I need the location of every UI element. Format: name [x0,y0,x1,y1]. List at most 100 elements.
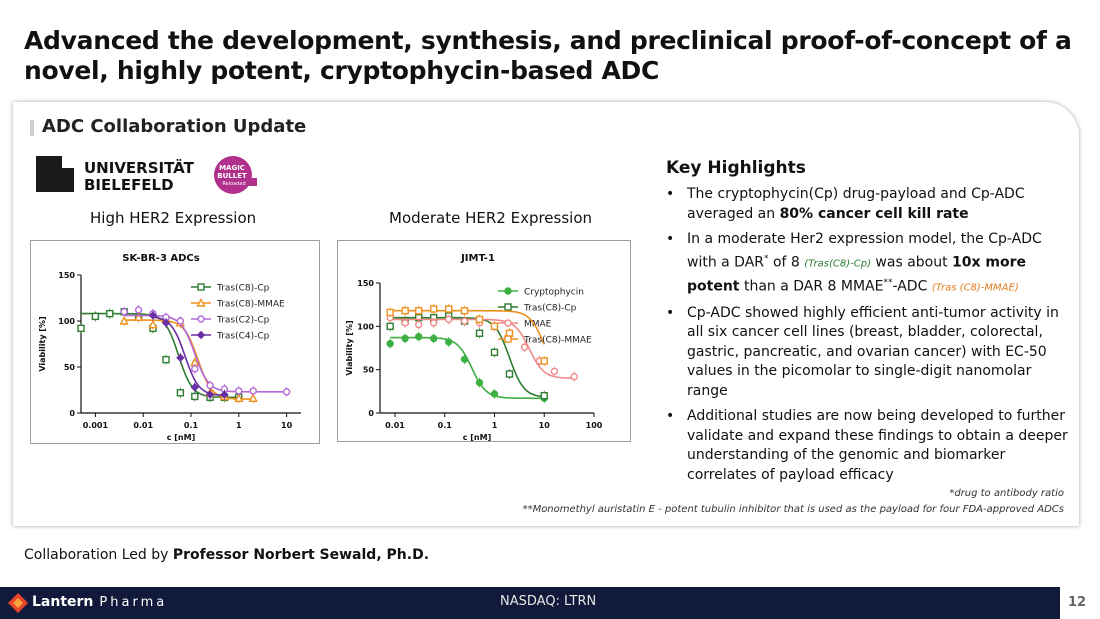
x-tick-label: 0.1 [438,421,453,430]
x-axis-label: c [nM] [463,433,492,442]
highlight-item: Cp-ADC showed highly efficient anti-tumo… [666,304,1070,402]
data-point [386,339,394,348]
data-point [120,308,128,316]
legend-marker [504,287,512,295]
data-point [475,315,484,324]
legend-marker [196,330,206,340]
legend-marker [504,335,512,343]
data-point [460,307,469,315]
x-tick-label: 10 [539,421,551,430]
data-point [235,387,243,395]
data-point [415,333,423,341]
x-tick-label: 0.01 [133,421,153,430]
section-title: ADC Collaboration Update [42,116,307,137]
data-point [220,390,229,399]
university-name-line1: UNIVERSITÄT [84,159,194,177]
data-point [460,355,469,363]
y-tick-label: 100 [357,322,374,331]
data-point [540,391,548,400]
chart-caption-left: High HER2 Expression [90,209,257,227]
legend-marker [504,319,512,327]
x-axis-label: c [nM] [167,433,196,442]
ticker-label: NASDAQ: LTRN [500,594,597,609]
data-point [161,318,171,328]
data-point [401,334,409,343]
legend-label: Tras(C8)-Cp [216,284,270,294]
data-point [570,372,578,381]
legend-label: Tras(C4)-Cp [216,332,270,342]
x-tick-label: 100 [586,421,603,430]
section-marker [30,120,34,136]
data-point [191,392,199,401]
data-point [148,319,158,329]
data-point [133,312,144,322]
data-point [106,309,114,318]
data-point [282,388,291,396]
y-tick-label: 100 [58,317,75,326]
data-point [148,311,158,320]
data-point [162,355,170,364]
y-tick-label: 150 [357,279,374,288]
y-tick-label: 0 [69,409,75,418]
data-point [550,367,559,376]
slide-title: Advanced the development, synthesis, and… [24,26,1072,85]
x-tick-label: 0.1 [184,421,199,430]
data-point [415,320,423,329]
highlight-item: In a moderate Her2 expression model, the… [666,230,1070,298]
data-point [401,307,409,315]
data-point [415,307,423,315]
data-point [490,348,499,357]
magic-bullet-line3: Reloaded [222,181,245,187]
data-point [460,317,469,325]
data-point [190,383,199,392]
y-tick-label: 0 [368,409,374,418]
x-tick-label: 10 [281,421,293,430]
data-point [444,315,453,324]
data-point [444,338,453,346]
data-point [249,387,257,395]
data-point [248,393,258,402]
lantern-pharma-logo: Lantern Pharma [32,594,168,610]
footer-bar [0,587,1060,619]
data-point [119,316,129,325]
y-axis-label: Viability [%] [345,320,354,375]
magic-bullet-logo-icon: MAGIC BULLET Reloaded [214,156,257,194]
magic-bullet-line1: MAGIC [219,164,245,172]
data-point [429,334,438,343]
data-point [191,365,199,373]
x-tick-label: 0.001 [83,421,109,430]
highlights-list: The cryptophycin(Cp) drug-payload and Cp… [666,185,1070,491]
footer-corner [1060,587,1100,619]
legend-label: Tras(C2)-Cp [216,316,270,326]
data-point [475,329,484,337]
legend-label: MMAE [524,320,552,330]
key-highlights-title: Key Highlights [666,158,806,178]
highlight-item: The cryptophycin(Cp) drug-payload and Cp… [666,185,1070,224]
legend-label: Tras(C8)-MMAE [216,300,285,310]
x-tick-label: 1 [492,421,498,430]
data-point [176,389,185,397]
data-point [475,378,484,387]
y-tick-label: 150 [58,271,75,280]
chart-title: SK-BR-3 ADCs [122,253,200,264]
data-point [490,390,499,398]
y-axis-label: Viability [%] [38,316,47,371]
highlight-item: Additional studies are now being develop… [666,407,1070,485]
chart-caption-right: Moderate HER2 Expression [389,209,593,227]
series-line-3 [390,309,545,345]
data-point [134,306,143,314]
legend-label: Cryptophycin [524,288,584,298]
data-point [77,324,85,333]
data-point [505,370,514,378]
footnote-dar: *drug to antibody ratio [949,488,1064,499]
legend-marker [196,298,206,307]
data-point [234,393,244,402]
chart-title: JIMT-1 [460,253,495,264]
data-point [520,343,529,351]
data-point [429,319,438,327]
university-name-line2: BIELEFELD [84,176,174,194]
legend-label: Tras(C8)-MMAE [523,336,592,346]
data-point [540,357,548,365]
legend-marker [197,283,205,291]
data-point [176,353,185,363]
